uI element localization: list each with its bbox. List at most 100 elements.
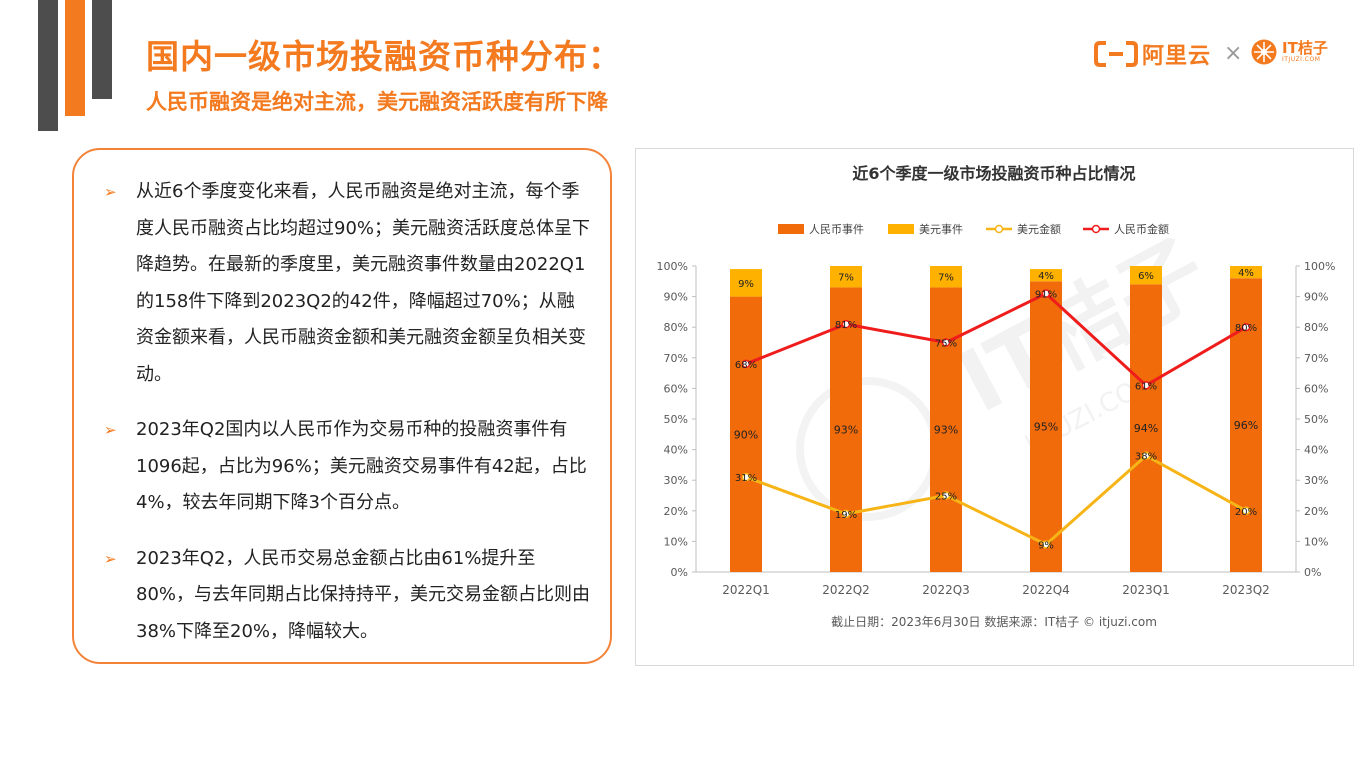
bar-usd-events (730, 269, 762, 297)
bar-rmb-events (730, 296, 762, 572)
line-rmb-amount (745, 292, 1247, 387)
legend-label: 人民币事件 (809, 223, 864, 236)
point-usd-amount (1241, 506, 1251, 516)
bar-label-rmb-events: 95% (1034, 421, 1058, 434)
line-usd-amount (745, 454, 1247, 546)
point-rmb-amount (841, 319, 851, 329)
bar-label-rmb-events: 90% (734, 428, 758, 441)
logo-separator: × (1224, 41, 1243, 66)
y-tick-label-right: 100% (1304, 260, 1335, 273)
chart-title: 近6个季度一级市场投融资币种占比情况 (852, 164, 1135, 183)
bar-rmb-events (830, 287, 862, 572)
legend-swatch (888, 224, 914, 234)
page-subtitle: 人民币融资是绝对主流，美元融资活跃度有所下降 (146, 90, 608, 114)
point-label-usd-amount: 25% (935, 492, 957, 503)
brand-logos: 阿里云 × IT桔子 ITJUZI.COM (1094, 38, 1344, 70)
bar-usd-events (1030, 269, 1062, 282)
chart-panel: IT桔子 ITJUZI.COM 近6个季度一级市场投融资币种占比情况 人民币事件 美元事… (635, 148, 1354, 666)
y-tick-label-left: 30% (664, 474, 688, 487)
x-tick-label: 2022Q1 (722, 583, 770, 597)
y-tick-label-right: 50% (1304, 413, 1328, 426)
y-tick-label-right: 20% (1304, 505, 1328, 518)
point-rmb-amount (1141, 381, 1151, 390)
page-title: 国内一级市场投融资币种分布： (146, 37, 622, 76)
aliyun-logo-text: 阿里云 (1142, 44, 1212, 69)
y-tick-label-left: 80% (664, 321, 688, 334)
point-label-rmb-amount: 68% (735, 360, 757, 371)
y-tick-label-left: 70% (664, 352, 688, 365)
bar-rmb-events (930, 287, 962, 572)
point-label-usd-amount: 9% (1038, 540, 1054, 551)
summary-bullet: ➢ 2023年Q2，人民币交易总金额占比由61%提升至80%，与去年同期占比保持… (100, 541, 590, 651)
itjuzi-logo-subtext: ITJUZI.COM (1282, 56, 1321, 63)
bar-label-usd-events: 7% (938, 273, 954, 284)
y-tick-label-right: 60% (1304, 382, 1328, 395)
y-tick-label-right: 30% (1304, 474, 1328, 487)
legend-label: 美元事件 (919, 223, 963, 236)
summary-bullet: ➢ 从近6个季度变化来看，人民币融资是绝对主流，每个季度人民币融资占比均超过90… (100, 174, 590, 393)
bar-label-rmb-events: 96% (1234, 419, 1258, 432)
point-usd-amount (1041, 540, 1051, 549)
y-tick-label-left: 10% (664, 535, 688, 548)
summary-bullet-list: ➢ 从近6个季度变化来看，人民币融资是绝对主流，每个季度人民币融资占比均超过90… (100, 174, 590, 669)
bar-label-rmb-events: 93% (934, 424, 958, 437)
decor-bar-dark-right (92, 0, 112, 99)
point-label-rmb-amount: 61% (1135, 381, 1157, 392)
point-rmb-amount (1241, 322, 1251, 332)
y-tick-label-right: 40% (1304, 444, 1328, 457)
bar-label-usd-events: 4% (1038, 271, 1054, 282)
legend-swatch (778, 224, 804, 234)
bar-label-usd-events: 9% (738, 279, 754, 290)
bar-label-usd-events: 6% (1138, 271, 1154, 282)
watermark-circle (796, 377, 940, 521)
x-tick-label: 2022Q3 (922, 583, 970, 597)
y-tick-label-right: 0% (1304, 566, 1321, 579)
y-tick-label-left: 90% (664, 291, 688, 304)
point-rmb-amount (1041, 289, 1051, 298)
point-usd-amount (941, 491, 951, 500)
decor-bar-orange (65, 0, 85, 116)
point-label-rmb-amount: 80% (1235, 323, 1257, 334)
point-label-usd-amount: 20% (1235, 507, 1257, 518)
point-label-usd-amount: 31% (735, 473, 757, 484)
y-tick-label-right: 90% (1304, 291, 1328, 304)
bar-rmb-events (1030, 281, 1062, 572)
y-tick-label-right: 80% (1304, 321, 1328, 334)
arrow-bullet-icon: ➢ (104, 549, 117, 568)
point-rmb-amount (741, 359, 751, 369)
legend-marker (1091, 224, 1101, 234)
summary-box (72, 148, 612, 664)
point-usd-amount (741, 472, 751, 482)
point-label-rmb-amount: 75% (935, 339, 957, 350)
bar-usd-events (830, 266, 862, 288)
decor-bar-dark-left (38, 0, 58, 131)
y-tick-label-left: 50% (664, 413, 688, 426)
bar-usd-events (1130, 266, 1162, 285)
bar-rmb-events (1130, 284, 1162, 572)
bar-label-usd-events: 4% (1238, 268, 1254, 279)
summary-bullet: ➢ 2023年Q2国内以人民币作为交易币种的投融资事件有1096起，占比为96%… (100, 412, 590, 522)
bar-usd-events (1230, 266, 1262, 279)
itjuzi-logo: IT桔子 ITJUZI.COM (1250, 38, 1328, 66)
x-tick-label: 2023Q1 (1122, 583, 1170, 597)
summary-bullet-text: 2023年Q2，人民币交易总金额占比由61%提升至80%，与去年同期占比保持持平… (136, 547, 591, 642)
y-tick-label-left: 0% (671, 566, 688, 579)
orange-slice-icon (1251, 39, 1277, 65)
chart-source-note: 截止日期：2023年6月30日 数据来源：IT桔子 © itjuzi.com (831, 614, 1157, 629)
arrow-bullet-icon: ➢ (104, 183, 117, 201)
bar-label-rmb-events: 94% (1134, 422, 1158, 435)
legend-label: 人民币金额 (1114, 222, 1169, 236)
aliyun-logo: 阿里云 (1094, 38, 1211, 70)
x-tick-label: 2022Q2 (822, 583, 870, 597)
arrow-bullet-icon: ➢ (104, 421, 117, 439)
point-label-usd-amount: 38% (1135, 452, 1157, 463)
y-tick-label-right: 10% (1304, 535, 1328, 548)
summary-bullet-text: 从近6个季度变化来看，人民币融资是绝对主流，每个季度人民币融资占比均超过90%；… (136, 181, 591, 385)
y-tick-label-left: 100% (657, 260, 688, 273)
point-label-rmb-amount: 91% (1035, 290, 1057, 301)
point-label-rmb-amount: 81% (835, 320, 857, 331)
y-tick-label-right: 70% (1304, 352, 1328, 365)
bar-usd-events (930, 266, 962, 288)
bar-label-usd-events: 7% (838, 273, 854, 284)
bar-label-rmb-events: 93% (834, 424, 858, 437)
